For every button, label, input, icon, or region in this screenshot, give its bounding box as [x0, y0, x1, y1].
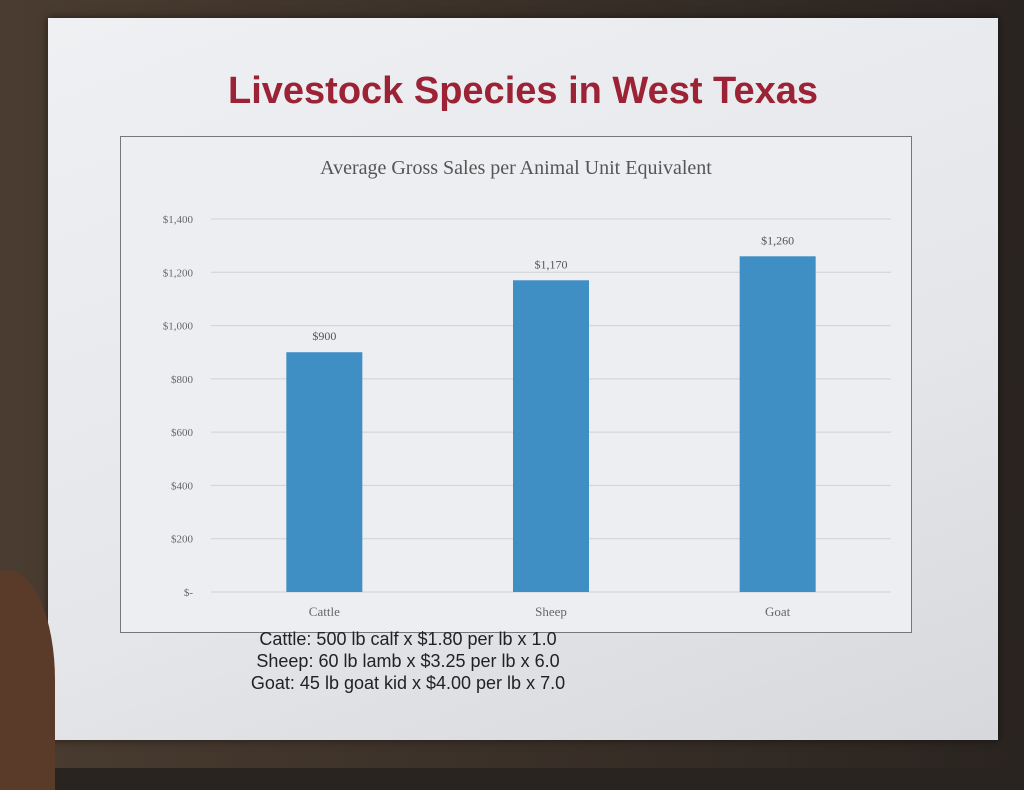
note-sheep: Sheep: 60 lb lamb x $3.25 per lb x 6.0 — [256, 651, 560, 671]
data-label: $900 — [312, 329, 336, 343]
y-tick-label: $600 — [171, 427, 194, 439]
data-label: $1,170 — [535, 257, 568, 271]
y-tick-label: $400 — [171, 480, 194, 492]
y-tick-label: $- — [184, 587, 194, 599]
bar-sheep — [513, 280, 589, 592]
y-tick-label: $800 — [171, 374, 194, 386]
x-tick-label: Cattle — [309, 604, 340, 619]
footnotes: Cattle: 500 lb calf x $1.80 per lb x 1.0… — [48, 628, 768, 694]
bar-goat — [739, 256, 816, 592]
y-tick-label: $200 — [171, 534, 194, 546]
data-label: $1,260 — [761, 233, 794, 247]
chart-plot: $- $200 $400 $600 $800 $1,000 $1,200 $1,400 $900… — [163, 214, 891, 619]
note-cattle: Cattle: 500 lb calf x $1.80 per lb x 1.0 — [259, 629, 557, 649]
y-tick-label: $1,000 — [163, 321, 194, 333]
slide-title: Livestock Species in West Texas — [228, 70, 818, 112]
chart-title: Average Gross Sales per Animal Unit Equi… — [320, 157, 712, 179]
slide: Livestock Species in West Texas Average … — [48, 18, 998, 740]
y-tick-label: $1,400 — [163, 214, 194, 226]
x-tick-label: Goat — [765, 604, 791, 619]
chart: Average Gross Sales per Animal Unit Equi… — [120, 136, 912, 633]
bar-cattle — [286, 352, 363, 592]
y-tick-label: $1,200 — [163, 267, 194, 279]
x-tick-label: Sheep — [535, 604, 567, 619]
note-goat: Goat: 45 lb goat kid x $4.00 per lb x 7.… — [250, 673, 566, 693]
